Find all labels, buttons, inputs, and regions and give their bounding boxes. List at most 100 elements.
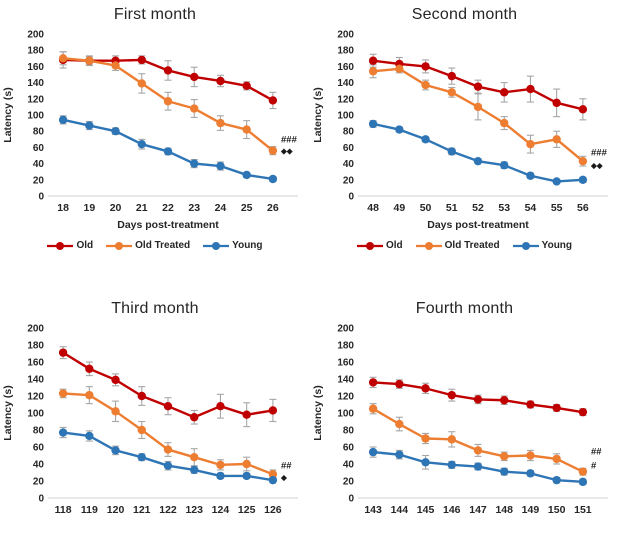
svg-text:124: 124 [212,504,230,516]
svg-text:160: 160 [27,62,44,73]
svg-text:◆◆: ◆◆ [280,147,294,156]
svg-text:Latency (s): Latency (s) [2,87,14,142]
line-chart-first-month: 0 20 40 60 80 100 120 140 160 180 200 Latency (s) 18… [2,30,298,231]
panel-fourth-month: Fourth month 0 20 40 60 80 100 120 140 160 180 200… [310,280,619,541]
svg-text:100: 100 [27,111,44,122]
svg-text:140: 140 [27,78,44,89]
legend-label: Old Treated [135,240,191,251]
legend-label: Old [76,240,94,251]
chart-legend: Old Old Treated Young [356,240,573,251]
svg-text:##: ## [281,461,292,472]
svg-text:100: 100 [337,409,354,420]
svg-text:60: 60 [342,443,354,454]
svg-text:0: 0 [348,494,354,505]
svg-text:160: 160 [337,358,354,369]
svg-text:◆◆: ◆◆ [590,161,604,170]
line-chart-third-month: 0 20 40 60 80 100 120 140 160 180 200 Latency (s) 11… [2,324,298,516]
legend-item-young: Young [512,240,573,251]
legend-label: Young [232,240,263,251]
svg-text:80: 80 [33,426,45,437]
svg-text:180: 180 [27,46,44,57]
svg-text:Latency (s): Latency (s) [312,87,324,142]
svg-text:126: 126 [264,504,282,516]
legend-marker-icon [415,241,442,250]
chart-title-fourth-month: Fourth month [415,300,514,317]
svg-text:147: 147 [469,504,487,516]
svg-text:26: 26 [267,202,279,214]
svg-text:200: 200 [27,30,44,41]
svg-text:52: 52 [472,202,484,214]
svg-text:53: 53 [498,202,510,214]
svg-text:20: 20 [33,477,45,488]
panel-second-month: Second month 0 20 40 60 80 100 120 140 160 180 200… [310,0,619,280]
svg-text:Latency (s): Latency (s) [312,385,324,440]
svg-text:0: 0 [38,494,44,505]
svg-text:24: 24 [215,202,227,214]
svg-text:40: 40 [342,460,354,471]
svg-text:25: 25 [241,202,253,214]
svg-text:55: 55 [550,202,562,214]
svg-text:60: 60 [33,143,45,154]
svg-text:60: 60 [33,443,45,454]
svg-text:20: 20 [342,477,354,488]
svg-text:180: 180 [337,46,354,57]
legend-marker-icon [203,241,230,250]
svg-text:200: 200 [337,30,354,41]
panel-first-month: First month 0 20 40 60 80 100 120 140 160 180 200 L… [0,0,310,280]
svg-text:180: 180 [27,341,44,352]
svg-text:200: 200 [27,324,44,335]
svg-text:118: 118 [55,504,72,516]
svg-text:150: 150 [547,504,565,516]
panel-third-month: Third month 0 20 40 60 80 100 120 140 160 180 200 L… [0,280,310,541]
svg-text:19: 19 [83,202,95,214]
svg-text:40: 40 [33,460,45,471]
legend-marker-icon [106,241,133,250]
legend-marker-icon [356,241,383,250]
svg-text:80: 80 [342,127,354,138]
svg-text:151: 151 [574,504,592,516]
legend-marker-icon [47,241,74,250]
svg-text:120: 120 [337,392,354,403]
svg-text:122: 122 [159,504,177,516]
svg-text:120: 120 [27,94,44,105]
svg-text:##: ## [591,446,602,457]
svg-text:21: 21 [136,202,148,214]
legend-marker-icon [512,241,539,250]
svg-text:145: 145 [416,504,434,516]
svg-text:200: 200 [337,324,354,335]
svg-text:20: 20 [110,202,122,214]
svg-text:140: 140 [27,375,44,386]
legend-label: Young [541,240,573,251]
svg-text:40: 40 [33,159,45,170]
svg-text:121: 121 [133,504,151,516]
svg-text:#: # [591,461,597,472]
chart-title-second-month: Second month [411,6,518,23]
chart-legend: Old Old Treated Young [47,240,263,251]
line-chart-second-month: 0 20 40 60 80 100 120 140 160 180 200 Latency (s) 48… [312,30,608,231]
svg-text:56: 56 [577,202,589,214]
svg-text:80: 80 [342,426,354,437]
svg-text:148: 148 [495,504,513,516]
svg-text:120: 120 [107,504,125,516]
line-chart-fourth-month: 0 20 40 60 80 100 120 140 160 180 200 Latency (s) 14… [312,324,608,516]
legend-label: Old Treated [444,240,500,251]
svg-text:160: 160 [27,358,44,369]
svg-text:Days post-treatment: Days post-treatment [427,219,529,231]
legend-item-young: Young [203,240,263,251]
svg-text:120: 120 [337,94,354,105]
svg-text:###: ### [591,147,608,158]
svg-text:54: 54 [524,202,536,214]
svg-text:22: 22 [162,202,174,214]
svg-text:80: 80 [33,127,45,138]
legend-item-old: Old [356,240,403,251]
svg-text:143: 143 [364,504,382,516]
svg-text:100: 100 [337,111,354,122]
svg-text:180: 180 [337,341,354,352]
svg-text:49: 49 [393,202,405,214]
svg-text:123: 123 [185,504,203,516]
legend-item-old-treated: Old Treated [415,240,500,251]
svg-text:◆: ◆ [280,473,288,482]
svg-text:60: 60 [342,143,354,154]
svg-text:120: 120 [27,392,44,403]
